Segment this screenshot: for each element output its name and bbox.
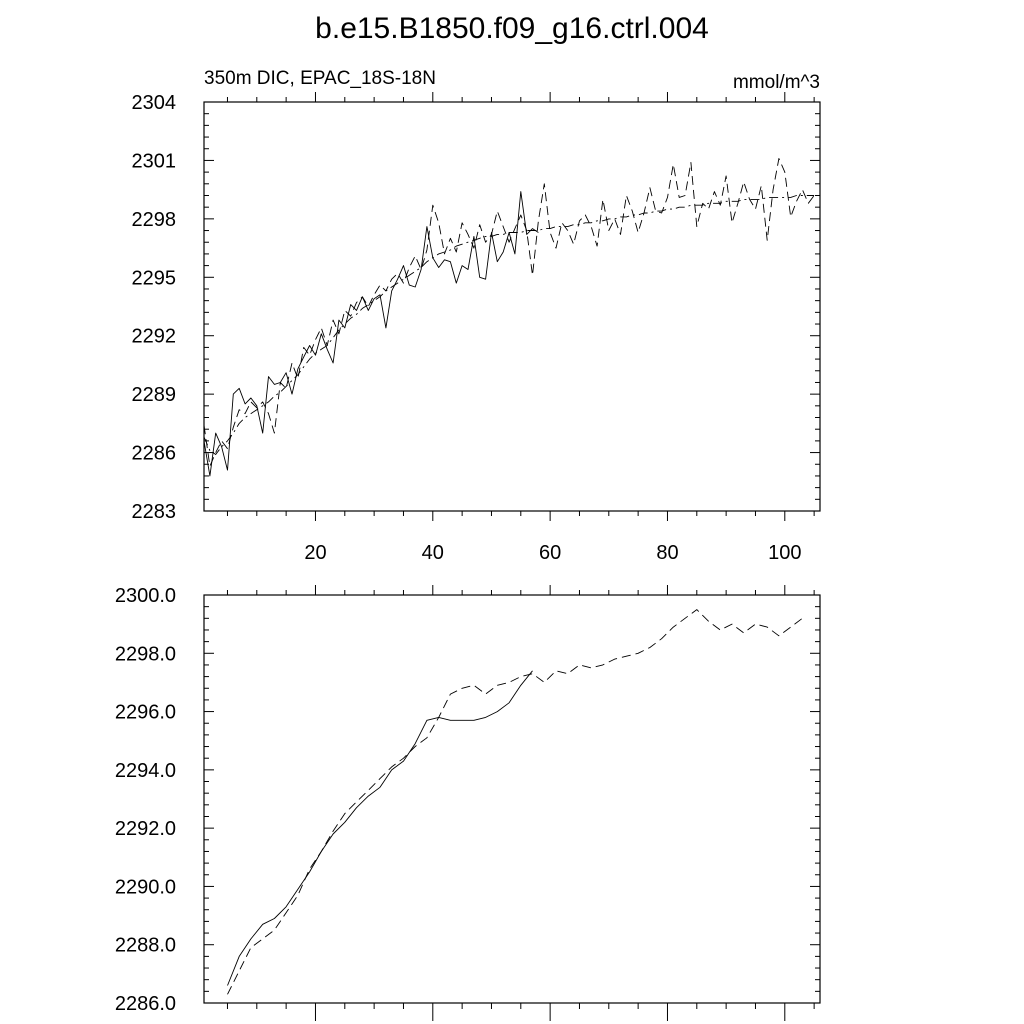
x-tick-label: 60 [539, 542, 561, 564]
series-line-dash-dot [203, 195, 815, 455]
series-line-solid [203, 191, 539, 477]
y-tick-label: 2288.0 [115, 935, 176, 957]
y-tick-label: 2290.0 [115, 876, 176, 898]
y-tick-label: 2300.0 [115, 585, 176, 607]
series-line-solid [227, 670, 533, 986]
plot-frame [203, 101, 821, 512]
y-tick-label: 2292.0 [115, 818, 176, 840]
chart-title: b.e15.B1850.f09_g16.ctrl.004 [315, 12, 709, 45]
x-tick-label: 80 [656, 542, 678, 564]
series-line-dashed [227, 609, 803, 995]
y-tick-label: 2298.0 [115, 643, 176, 665]
x-tick-label: 20 [304, 542, 326, 564]
y-tick-label: 2289 [132, 384, 177, 406]
series-line-dashed [203, 158, 815, 467]
x-tick-label: 100 [768, 542, 801, 564]
y-tick-label: 2286.0 [115, 993, 176, 1015]
y-tick-label: 2292 [132, 326, 177, 348]
chart-panel-2: 2286.0 2288.0 2290.0 2292.0 2294.0 2296.0 2298… [115, 585, 821, 1021]
plot-frame [203, 594, 821, 1004]
chart-units-label: mmol/m^3 [733, 72, 820, 93]
y-tick-label: 2298 [132, 209, 177, 231]
y-tick-label: 2304 [132, 92, 177, 114]
y-tick-label: 2301 [132, 150, 177, 172]
x-tick-label: 40 [422, 542, 444, 564]
chart-panel-1: 2283 2286 2289 2292 2295 2298 2301 2304 20 40 60 80… [132, 68, 821, 564]
y-tick-label: 2283 [132, 501, 177, 523]
y-tick-label: 2296.0 [115, 702, 176, 724]
y-tick-label: 2286 [132, 443, 177, 465]
chart-subtitle-left: 350m DIC, EPAC_18S-18N [204, 68, 436, 89]
y-tick-label: 2294.0 [115, 760, 176, 782]
y-tick-label: 2295 [132, 267, 177, 289]
